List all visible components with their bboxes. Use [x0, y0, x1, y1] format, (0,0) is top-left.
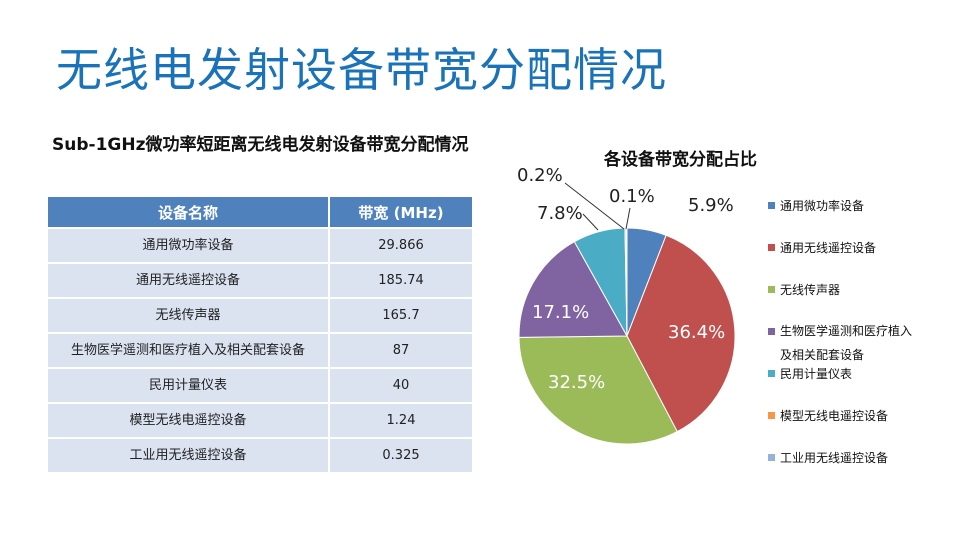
- legend-item: 民用计量仪表: [768, 364, 852, 385]
- leader-line: [564, 182, 625, 230]
- legend-item: 通用无线遥控设备: [768, 238, 876, 259]
- legend-label: 民用计量仪表: [780, 367, 853, 381]
- leader-line: [582, 213, 599, 231]
- data-label: 36.4%: [668, 322, 725, 343]
- pie-slice: [518, 241, 628, 338]
- legend-item: 模型无线电遥控设备: [768, 406, 888, 427]
- legend-label: 通用无线遥控设备: [780, 241, 877, 255]
- data-label: 32.5%: [548, 372, 605, 393]
- pie-slice: [625, 227, 628, 337]
- bandwidth-cell: 29.866: [328, 229, 472, 262]
- pie-slice: [626, 234, 736, 433]
- table-row: 工业用无线遥控设备 0.325: [48, 439, 472, 472]
- table-row: 通用微功率设备 29.866: [48, 229, 472, 262]
- data-label: 7.8%: [537, 203, 583, 224]
- table-row: 无线传声器 165.7: [48, 299, 472, 332]
- legend-swatch: [768, 328, 775, 335]
- legend-label: 无线传声器: [780, 283, 841, 297]
- legend-item: 无线传声器: [768, 280, 840, 301]
- bandwidth-table: 设备名称 带宽 (MHz) 通用微功率设备 29.866 通用无线遥控设备 18…: [48, 195, 472, 474]
- legend-swatch: [768, 454, 775, 461]
- data-label: 17.1%: [532, 302, 589, 323]
- table-row: 通用无线遥控设备 185.74: [48, 264, 472, 297]
- legend-swatch: [768, 412, 775, 419]
- legend-label: 通用微功率设备: [780, 199, 865, 213]
- device-name-cell: 工业用无线遥控设备: [48, 439, 328, 472]
- legend-swatch: [768, 202, 775, 209]
- leader-line: [625, 207, 631, 230]
- device-name-cell: 民用计量仪表: [48, 369, 328, 402]
- legend-label: 工业用无线遥控设备: [780, 451, 889, 465]
- data-label: 0.1%: [609, 186, 655, 207]
- data-label: 5.9%: [688, 195, 734, 216]
- legend-swatch: [768, 286, 775, 293]
- device-name-cell: 生物医学遥测和医疗植入及相关配套设备: [48, 334, 328, 367]
- table-row: 民用计量仪表 40: [48, 369, 472, 402]
- chart-title: 各设备带宽分配占比: [604, 150, 757, 170]
- device-name-cell: 通用无线遥控设备: [48, 264, 328, 297]
- header-device-name: 设备名称: [48, 197, 328, 227]
- legend-item: 生物医学遥测和医疗植入及相关配套设备: [768, 322, 920, 367]
- bandwidth-cell: 1.24: [328, 404, 472, 437]
- legend-swatch: [768, 370, 775, 377]
- pie-slice: [518, 335, 678, 445]
- legend-item: 通用微功率设备: [768, 196, 864, 217]
- bandwidth-cell: 87: [328, 334, 472, 367]
- device-name-cell: 通用微功率设备: [48, 229, 328, 262]
- legend-item: 工业用无线遥控设备: [768, 448, 888, 469]
- header-bandwidth: 带宽 (MHz): [328, 197, 472, 227]
- device-name-cell: 无线传声器: [48, 299, 328, 332]
- bandwidth-cell: 165.7: [328, 299, 472, 332]
- table-row: 模型无线电遥控设备 1.24: [48, 404, 472, 437]
- slide-title: 无线电发射设备带宽分配情况: [56, 43, 667, 97]
- data-label: 0.2%: [517, 165, 563, 186]
- table-header-row: 设备名称 带宽 (MHz): [48, 197, 472, 227]
- bandwidth-cell: 0.325: [328, 439, 472, 472]
- bandwidth-cell: 40: [328, 369, 472, 402]
- bandwidth-cell: 185.74: [328, 264, 472, 297]
- legend-label: 生物医学遥测和医疗植入及相关配套设备: [780, 324, 913, 362]
- device-name-cell: 模型无线电遥控设备: [48, 404, 328, 437]
- legend-swatch: [768, 244, 775, 251]
- legend-label: 模型无线电遥控设备: [780, 409, 889, 423]
- table-row: 生物医学遥测和医疗植入及相关配套设备 87: [48, 334, 472, 367]
- table-title: Sub-1GHz微功率短距离无线电发射设备带宽分配情况: [52, 135, 469, 155]
